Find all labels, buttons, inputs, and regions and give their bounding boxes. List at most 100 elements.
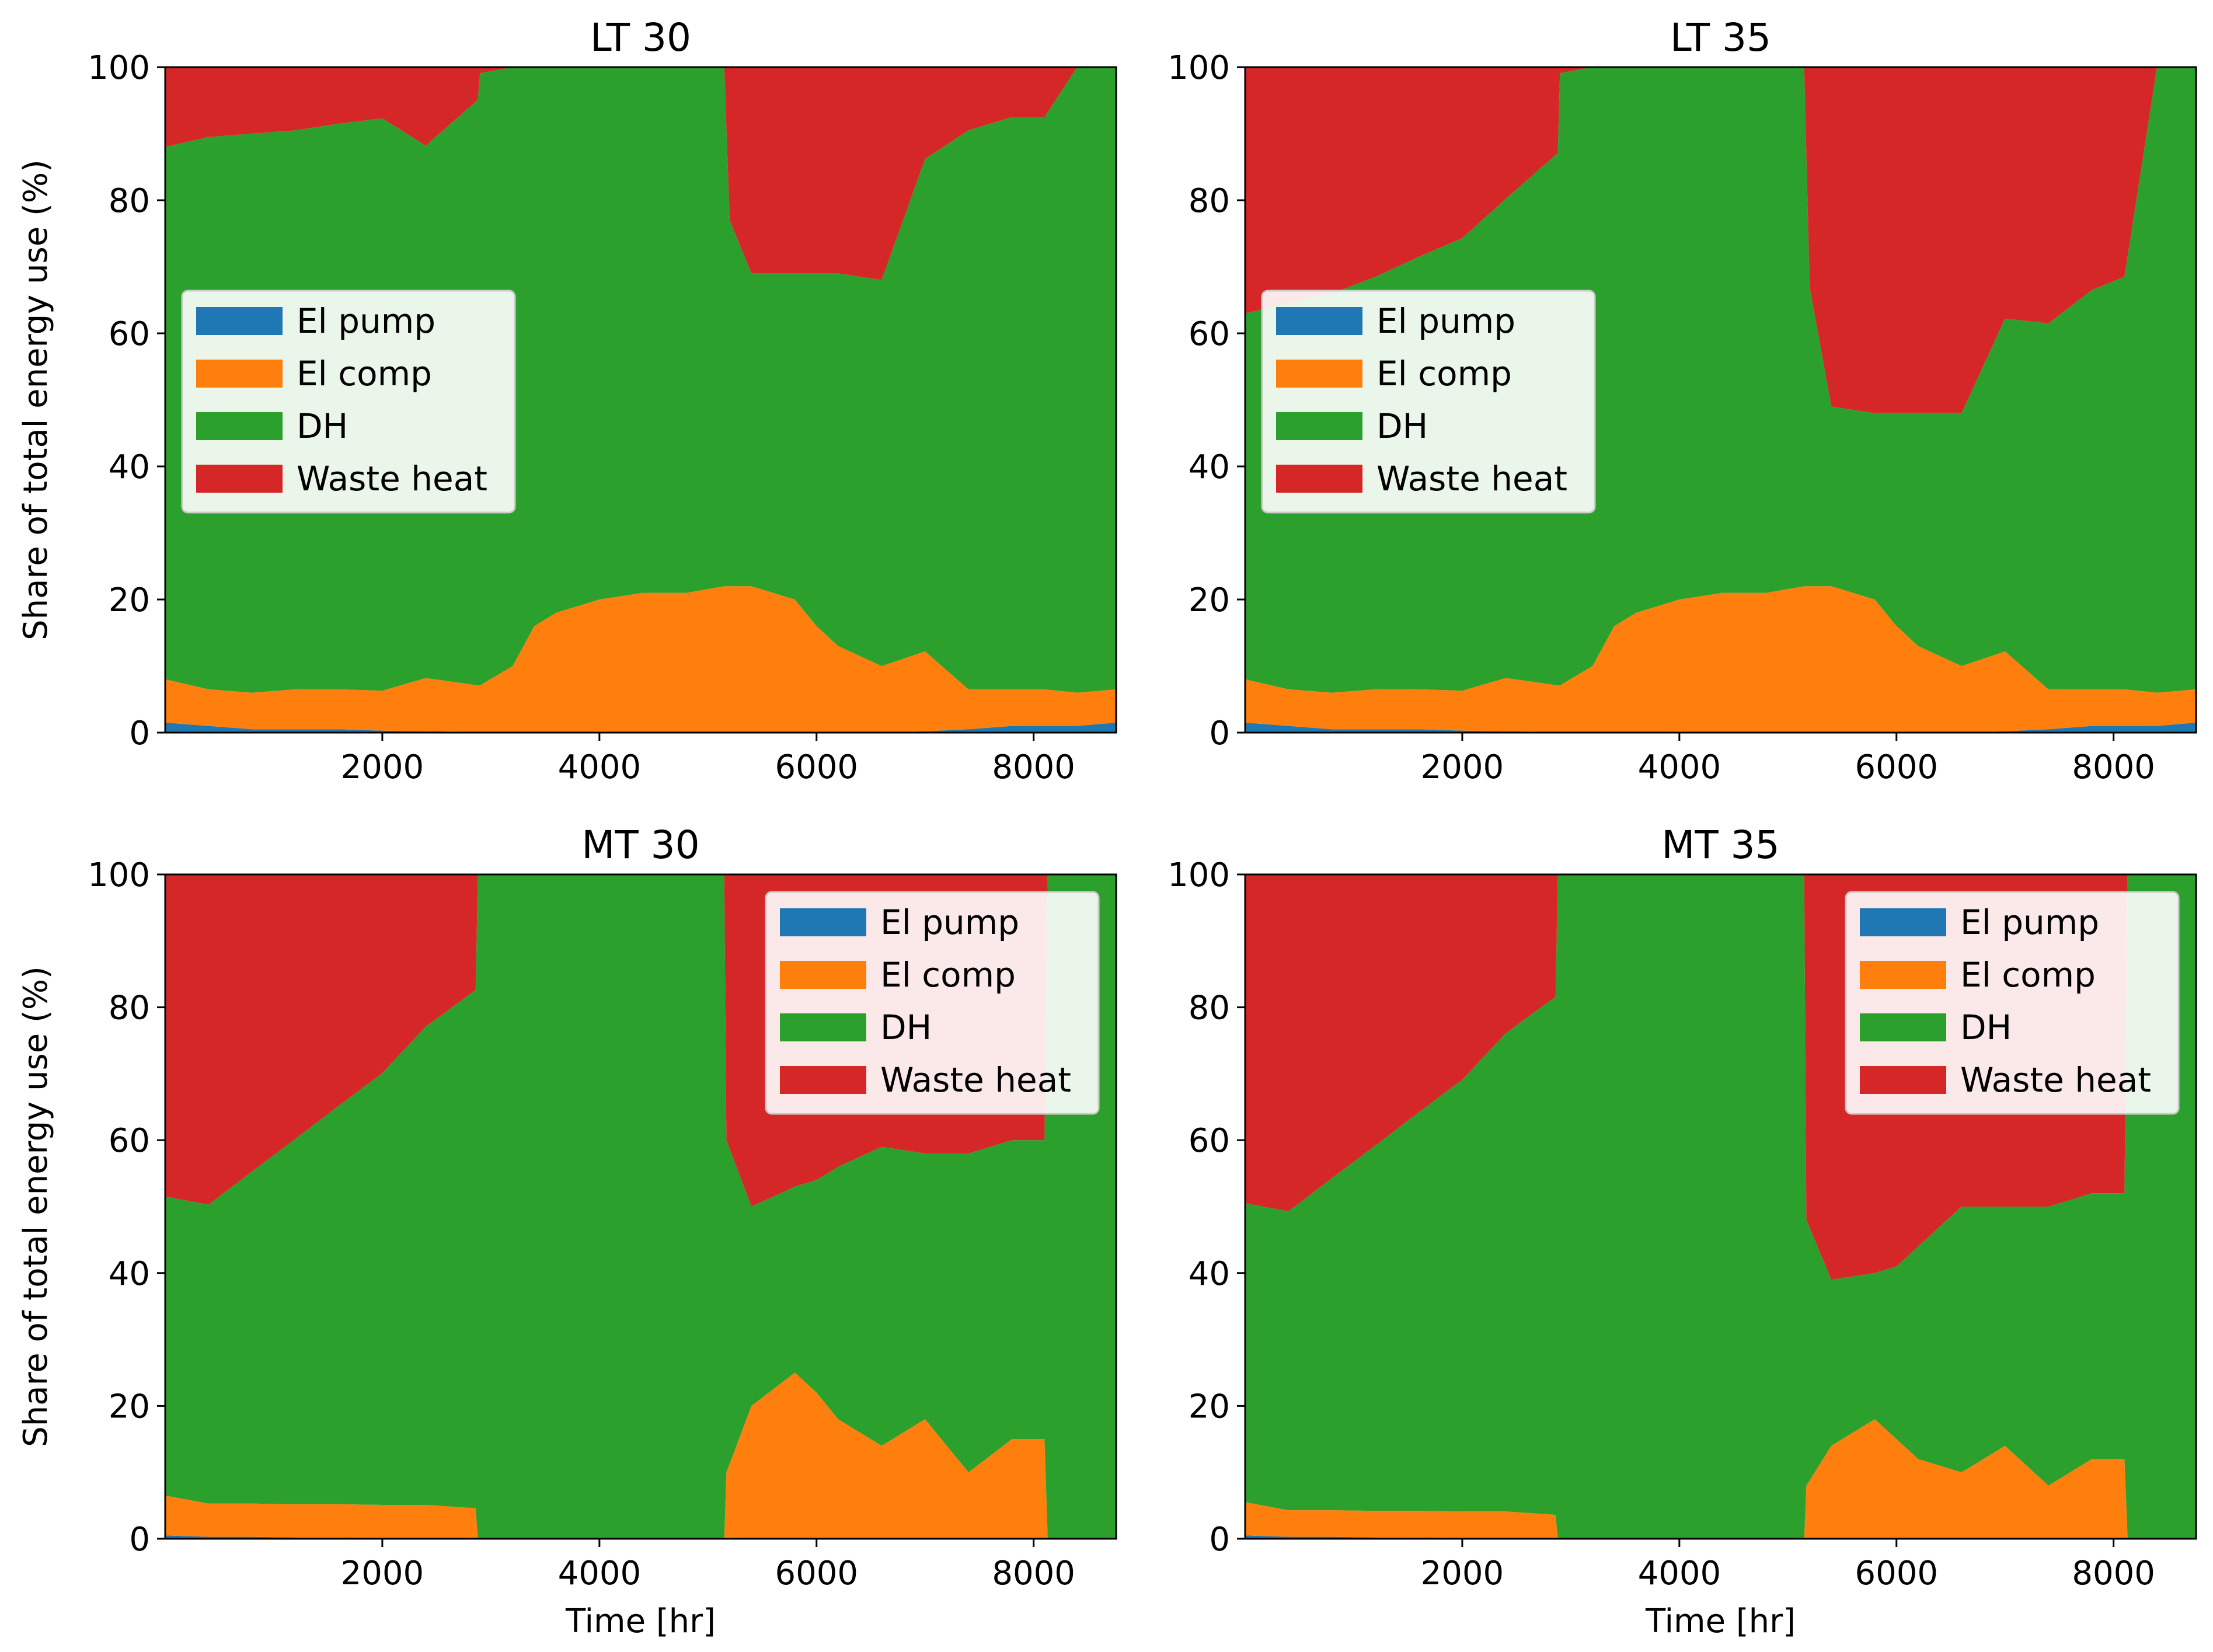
legend: El pump El comp DH Waste heat <box>1845 891 2180 1115</box>
subplot-title: LT 30 <box>590 15 691 60</box>
subplot-2: 0 20 40 60 80 100 2000 4000 6000 8000 LT 35 El pump… <box>1168 15 2197 786</box>
legend-swatch-waste-heat <box>1276 465 1362 493</box>
legend-label-waste-heat: Waste heat <box>1960 1060 2151 1100</box>
legend-swatch-el-comp <box>1860 961 1946 989</box>
y-tick-label: 80 <box>109 182 150 220</box>
area-waste-heat <box>1245 67 2196 413</box>
legend-swatch-el-pump <box>780 908 866 936</box>
legend-swatch-dh <box>1276 412 1362 440</box>
legend-label-dh: DH <box>297 406 348 446</box>
y-tick-label: 0 <box>129 1521 150 1559</box>
y-tick-label: 100 <box>88 49 150 87</box>
y-axis-label: Share of total energy use (%) <box>17 966 55 1447</box>
subplot-4: 0 20 40 60 80 100 2000 4000 6000 8000 MT 35 Time [h… <box>1168 822 2197 1640</box>
area-waste-heat <box>165 67 1116 280</box>
y-tick-label: 0 <box>1209 1521 1230 1559</box>
legend-swatch-waste-heat <box>196 465 283 493</box>
subplot-title: LT 35 <box>1670 15 1771 60</box>
x-tick-label: 6000 <box>1855 748 1938 786</box>
legend-label-dh: DH <box>880 1008 932 1047</box>
legend-label-el-comp: El comp <box>297 354 432 393</box>
y-tick-label: 60 <box>109 1122 150 1160</box>
area-series-group <box>165 67 1116 733</box>
legend-swatch-el-comp <box>780 961 866 989</box>
subplot-title: MT 35 <box>1661 822 1779 867</box>
legend-swatch-el-comp <box>196 360 283 388</box>
x-axis-label: Time [hr] <box>565 1602 716 1640</box>
x-tick-label: 6000 <box>1855 1555 1938 1592</box>
area-el-comp <box>165 586 1116 733</box>
legend-box <box>765 891 1100 1115</box>
legend-label-el-comp: El comp <box>880 955 1016 995</box>
legend-swatch-el-pump <box>196 307 283 335</box>
legend-label-el-pump: El pump <box>880 902 1019 942</box>
plot-frame <box>164 66 1117 734</box>
legend-label-el-pump: El pump <box>1376 301 1515 341</box>
area-series-group <box>1245 67 2196 733</box>
plot-frame <box>1244 66 2197 734</box>
y-tick-label: 40 <box>109 448 150 486</box>
x-tick-label: 6000 <box>775 748 858 786</box>
x-tick-label: 4000 <box>1638 748 1721 786</box>
x-tick-label: 2000 <box>341 748 424 786</box>
y-tick-label: 100 <box>1168 856 1230 894</box>
area-dh <box>1245 67 2196 693</box>
subplot-1: 0 20 40 60 80 100 2000 4000 6000 8000 LT 30 Share o… <box>17 15 1117 786</box>
y-tick-label: 0 <box>129 715 150 752</box>
legend-label-dh: DH <box>1376 406 1428 446</box>
y-tick-label: 100 <box>88 856 150 894</box>
legend: El pump El comp DH Waste heat <box>181 290 516 514</box>
x-tick-label: 4000 <box>558 1555 642 1592</box>
y-tick-label: 100 <box>1168 49 1230 87</box>
legend-label-waste-heat: Waste heat <box>1376 459 1567 499</box>
legend-box <box>1845 891 2180 1115</box>
area-el-comp <box>1245 1419 2196 1539</box>
x-tick-label: 2000 <box>1421 1555 1504 1592</box>
area-el-pump <box>165 722 1116 733</box>
y-tick-label: 20 <box>1189 1388 1230 1426</box>
legend-swatch-dh <box>1860 1013 1946 1041</box>
y-tick-label: 40 <box>1189 1255 1230 1293</box>
x-tick-label: 4000 <box>558 748 642 786</box>
x-tick-label: 2000 <box>1421 748 1504 786</box>
y-tick-label: 60 <box>1189 315 1230 353</box>
plot-frame <box>164 873 1117 1540</box>
legend-swatch-el-pump <box>1860 908 1946 936</box>
area-dh <box>165 874 1116 1539</box>
plot-frame <box>1244 873 2197 1540</box>
y-tick-label: 80 <box>109 989 150 1027</box>
area-dh <box>1245 874 2196 1539</box>
y-tick-label: 80 <box>1189 182 1230 220</box>
legend-label-el-pump: El pump <box>1960 902 2099 942</box>
x-tick-label: 8000 <box>992 1555 1075 1592</box>
legend-label-waste-heat: Waste heat <box>880 1060 1071 1100</box>
legend-label-el-comp: El comp <box>1960 955 2096 995</box>
legend-swatch-el-comp <box>1276 360 1362 388</box>
x-tick-label: 8000 <box>2072 1555 2155 1592</box>
legend-label-el-comp: El comp <box>1376 354 1512 393</box>
legend-label-dh: DH <box>1960 1008 2012 1047</box>
legend-box <box>1261 290 1596 514</box>
y-tick-label: 20 <box>109 581 150 619</box>
y-axis-label: Share of total energy use (%) <box>17 159 55 640</box>
area-el-pump <box>1245 722 2196 733</box>
y-tick-label: 80 <box>1189 989 1230 1027</box>
x-tick-label: 6000 <box>775 1555 858 1592</box>
x-tick-label: 2000 <box>341 1555 424 1592</box>
y-tick-label: 20 <box>109 1388 150 1426</box>
legend-swatch-dh <box>196 412 283 440</box>
y-tick-label: 60 <box>1189 1122 1230 1160</box>
x-tick-label: 8000 <box>2072 748 2155 786</box>
y-tick-label: 60 <box>109 315 150 353</box>
area-dh <box>165 67 1116 693</box>
legend-swatch-el-pump <box>1276 307 1362 335</box>
x-axis-label: Time [hr] <box>1645 1602 1796 1640</box>
legend-label-waste-heat: Waste heat <box>297 459 487 499</box>
y-tick-label: 20 <box>1189 581 1230 619</box>
legend-label-el-pump: El pump <box>297 301 435 341</box>
y-tick-label: 0 <box>1209 715 1230 752</box>
x-tick-label: 4000 <box>1638 1555 1721 1592</box>
legend: El pump El comp DH Waste heat <box>765 891 1100 1115</box>
